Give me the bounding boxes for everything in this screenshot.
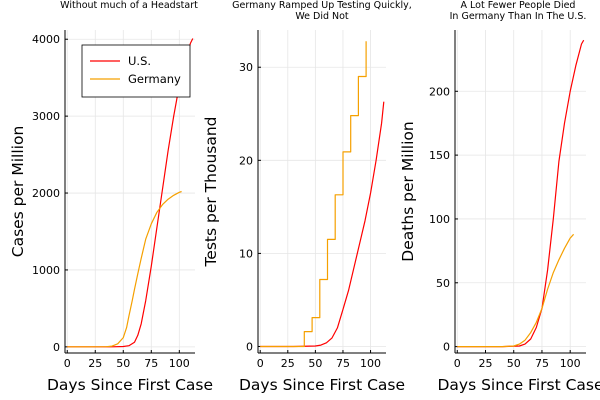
x-tick-label: 100: [360, 357, 381, 370]
x-tick-label: 25: [281, 357, 295, 370]
y-tick-label: 50: [436, 277, 450, 290]
x-axis-label: Days Since First Case: [239, 376, 405, 394]
y-axis-label: Deaths per Million: [399, 121, 417, 261]
y-tick-label: 2000: [32, 187, 60, 200]
y-axis-label: Tests per Thousand: [202, 116, 220, 267]
x-tick-label: 50: [308, 357, 322, 370]
x-tick-label: 25: [88, 357, 102, 370]
legend: U.S. Germany: [81, 44, 191, 98]
x-tick-label: 100: [169, 357, 190, 370]
y-tick-label: 150: [429, 149, 450, 162]
x-tick-label: 100: [560, 357, 581, 370]
x-tick-label: 75: [535, 357, 549, 370]
x-tick-label: 25: [478, 357, 492, 370]
x-tick-label: 75: [336, 357, 350, 370]
y-tick-label: 200: [429, 85, 450, 98]
chart-title: A Lot Fewer People Died: [461, 0, 576, 11]
gridlines: [455, 30, 586, 353]
chart-title: We Did Not: [295, 11, 349, 22]
y-tick-label: 3000: [32, 110, 60, 123]
x-axis-label: Days Since First Case: [437, 376, 600, 394]
x-axis-label: Days Since First Case: [47, 376, 213, 394]
x-tick-label: 0: [454, 357, 461, 370]
y-tick-label: 0: [246, 340, 253, 353]
series-line-germany: [67, 190, 182, 348]
y-tick-label: 0: [53, 341, 60, 354]
y-tick-label: 0: [443, 341, 450, 354]
chart-panel-3: 0 25 50 75 100 0 50 100 150 200 A Lot Fewer People…: [399, 0, 600, 394]
y-tick-label: 30: [239, 61, 253, 74]
legend-label: Germany: [128, 72, 181, 86]
x-tick-label: 75: [144, 357, 158, 370]
series-line-u-s: [260, 101, 385, 348]
y-tick-label: 10: [239, 247, 253, 260]
legend-box: [81, 44, 191, 98]
series-line-u-s: [457, 39, 585, 348]
y-tick-label: 100: [429, 213, 450, 226]
x-tick-label: 0: [257, 357, 264, 370]
x-tick-label: 50: [116, 357, 130, 370]
chart-title: Germany Ramped Up Testing Quickly,: [232, 0, 412, 11]
x-tick-label: 50: [507, 357, 521, 370]
y-axis-label: Cases per Million: [9, 126, 27, 258]
gridlines: [258, 30, 386, 353]
chart-title: Without much of a Headstart: [60, 0, 198, 11]
legend-label: U.S.: [128, 54, 151, 68]
chart-panel-2: 0 25 50 75 100 0 10 20 30 Germany Ramped Up Testi…: [202, 0, 412, 394]
series-line-germany: [260, 41, 367, 348]
x-tick-label: 0: [64, 357, 71, 370]
chart-title: In Germany Than In The U.S.: [450, 11, 587, 22]
y-tick-label: 20: [239, 154, 253, 167]
y-tick-label: 4000: [32, 33, 60, 46]
series-line-germany: [457, 233, 575, 348]
y-tick-label: 1000: [32, 264, 60, 277]
